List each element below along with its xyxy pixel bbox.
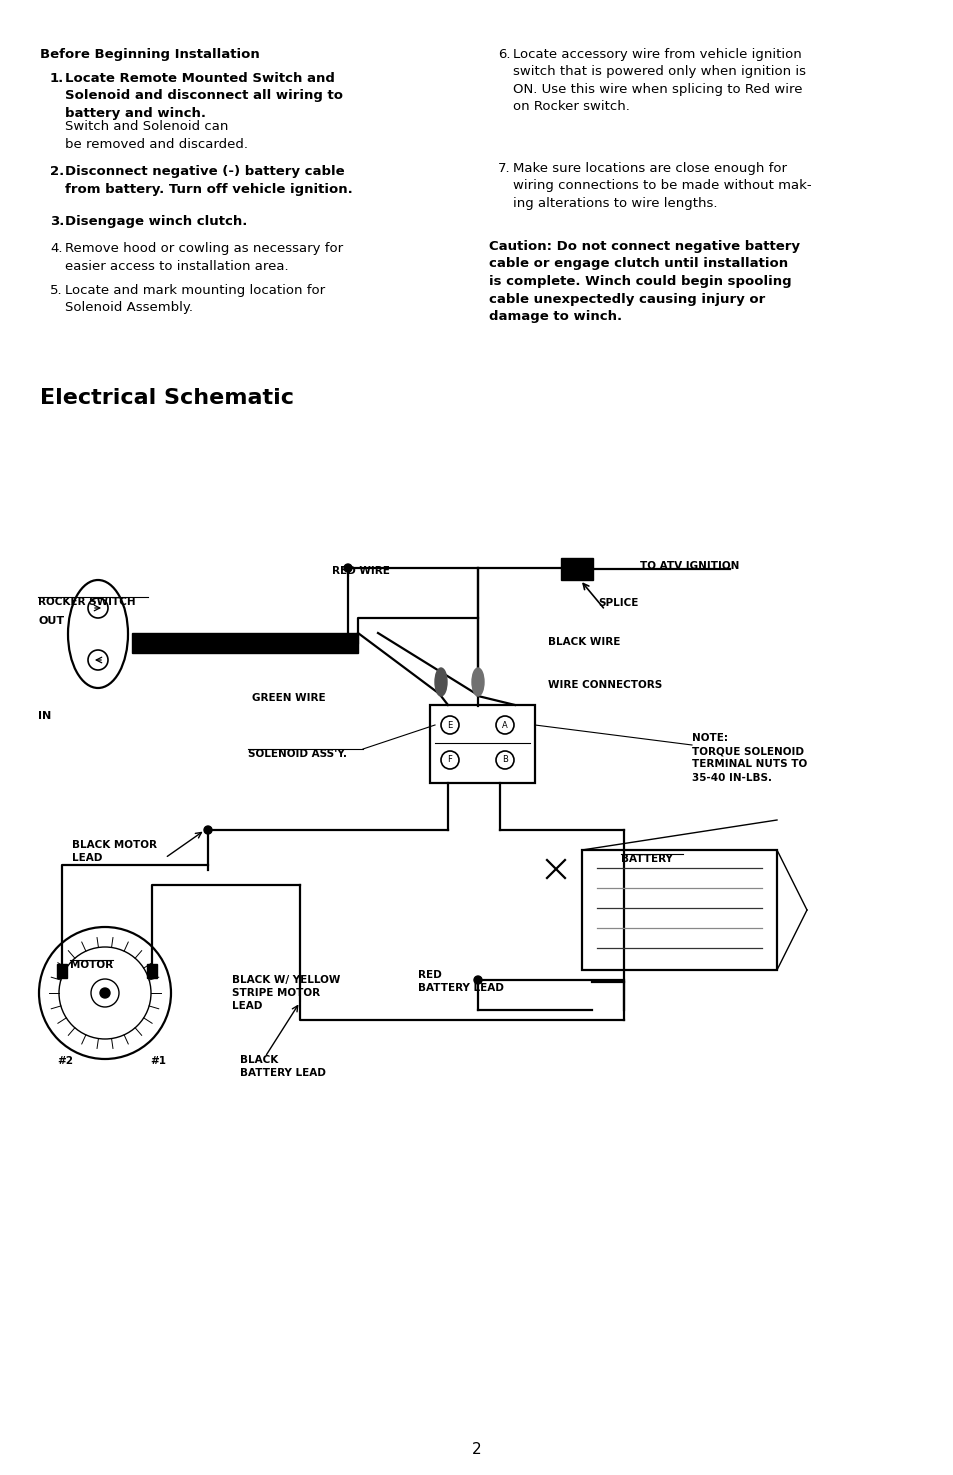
Bar	[132, 633, 357, 653]
Text: damage to winch.: damage to winch.	[489, 310, 621, 323]
Text: Disconnect negative (-) battery cable
from battery. Turn off vehicle ignition.: Disconnect negative (-) battery cable fr…	[65, 165, 353, 196]
Text: GREEN WIRE: GREEN WIRE	[252, 693, 325, 704]
Text: 7.: 7.	[497, 162, 510, 176]
Text: Caution: Do not connect negative battery: Caution: Do not connect negative battery	[489, 240, 800, 254]
Text: IN: IN	[38, 711, 51, 721]
Circle shape	[100, 988, 110, 999]
Circle shape	[204, 826, 212, 833]
Text: Disengage winch clutch.: Disengage winch clutch.	[65, 215, 247, 229]
Text: #2: #2	[57, 1056, 73, 1066]
Text: 1.: 1.	[50, 72, 64, 86]
Text: is complete. Winch could begin spooling: is complete. Winch could begin spooling	[489, 274, 791, 288]
Text: cable or engage clutch until installation: cable or engage clutch until installatio…	[489, 258, 787, 270]
Text: 5.: 5.	[50, 285, 63, 296]
Text: #1: #1	[150, 1056, 166, 1066]
Text: RED
BATTERY LEAD: RED BATTERY LEAD	[417, 971, 503, 993]
Text: ROCKER SWITCH: ROCKER SWITCH	[38, 597, 135, 608]
Bar	[57, 965, 67, 978]
Text: SPLICE: SPLICE	[598, 597, 638, 608]
Text: Make sure locations are close enough for
wiring connections to be made without m: Make sure locations are close enough for…	[513, 162, 811, 209]
Text: BLACK MOTOR
LEAD: BLACK MOTOR LEAD	[71, 839, 157, 863]
Text: A: A	[501, 720, 507, 730]
Text: 4.: 4.	[50, 242, 63, 255]
Text: Remove hood or cowling as necessary for
easier access to installation area.: Remove hood or cowling as necessary for …	[65, 242, 343, 273]
Text: RED WIRE: RED WIRE	[332, 566, 390, 577]
Text: NOTE:
TORQUE SOLENOID
TERMINAL NUTS TO
35-40 IN-LBS.: NOTE: TORQUE SOLENOID TERMINAL NUTS TO 3…	[691, 733, 806, 783]
Text: F: F	[447, 755, 452, 764]
Text: 2: 2	[472, 1443, 481, 1457]
Text: 6.: 6.	[497, 49, 510, 60]
Text: 2.: 2.	[50, 165, 64, 178]
Ellipse shape	[435, 668, 447, 696]
Circle shape	[344, 563, 352, 572]
Text: TO ATV IGNITION: TO ATV IGNITION	[639, 560, 739, 571]
Bar	[560, 558, 593, 580]
Text: B: B	[501, 755, 507, 764]
Text: MOTOR: MOTOR	[70, 960, 113, 971]
Text: Locate accessory wire from vehicle ignition
switch that is powered only when ign: Locate accessory wire from vehicle ignit…	[513, 49, 805, 114]
Text: SOLENOID ASS'Y.: SOLENOID ASS'Y.	[248, 749, 347, 760]
Text: Locate Remote Mounted Switch and
Solenoid and disconnect all wiring to
battery a: Locate Remote Mounted Switch and Solenoi…	[65, 72, 343, 119]
Text: Before Beginning Installation: Before Beginning Installation	[40, 49, 259, 60]
Text: OUT: OUT	[38, 617, 64, 625]
Text: BLACK WIRE: BLACK WIRE	[547, 637, 619, 648]
Text: cable unexpectedly causing injury or: cable unexpectedly causing injury or	[489, 292, 764, 305]
Text: Electrical Schematic: Electrical Schematic	[40, 388, 294, 409]
Circle shape	[474, 976, 481, 984]
Text: E: E	[447, 720, 452, 730]
Text: BLACK
BATTERY LEAD: BLACK BATTERY LEAD	[240, 1055, 326, 1078]
Text: BLACK W/ YELLOW
STRIPE MOTOR
LEAD: BLACK W/ YELLOW STRIPE MOTOR LEAD	[232, 975, 340, 1012]
Text: Locate and mark mounting location for
Solenoid Assembly.: Locate and mark mounting location for So…	[65, 285, 325, 314]
Text: 3.: 3.	[50, 215, 64, 229]
Text: Switch and Solenoid can
be removed and discarded.: Switch and Solenoid can be removed and d…	[65, 119, 248, 150]
Text: BATTERY: BATTERY	[620, 854, 672, 864]
Bar	[581, 850, 776, 971]
Bar	[147, 965, 157, 978]
Ellipse shape	[472, 668, 483, 696]
Text: WIRE CONNECTORS: WIRE CONNECTORS	[547, 680, 661, 690]
Bar	[430, 705, 535, 783]
